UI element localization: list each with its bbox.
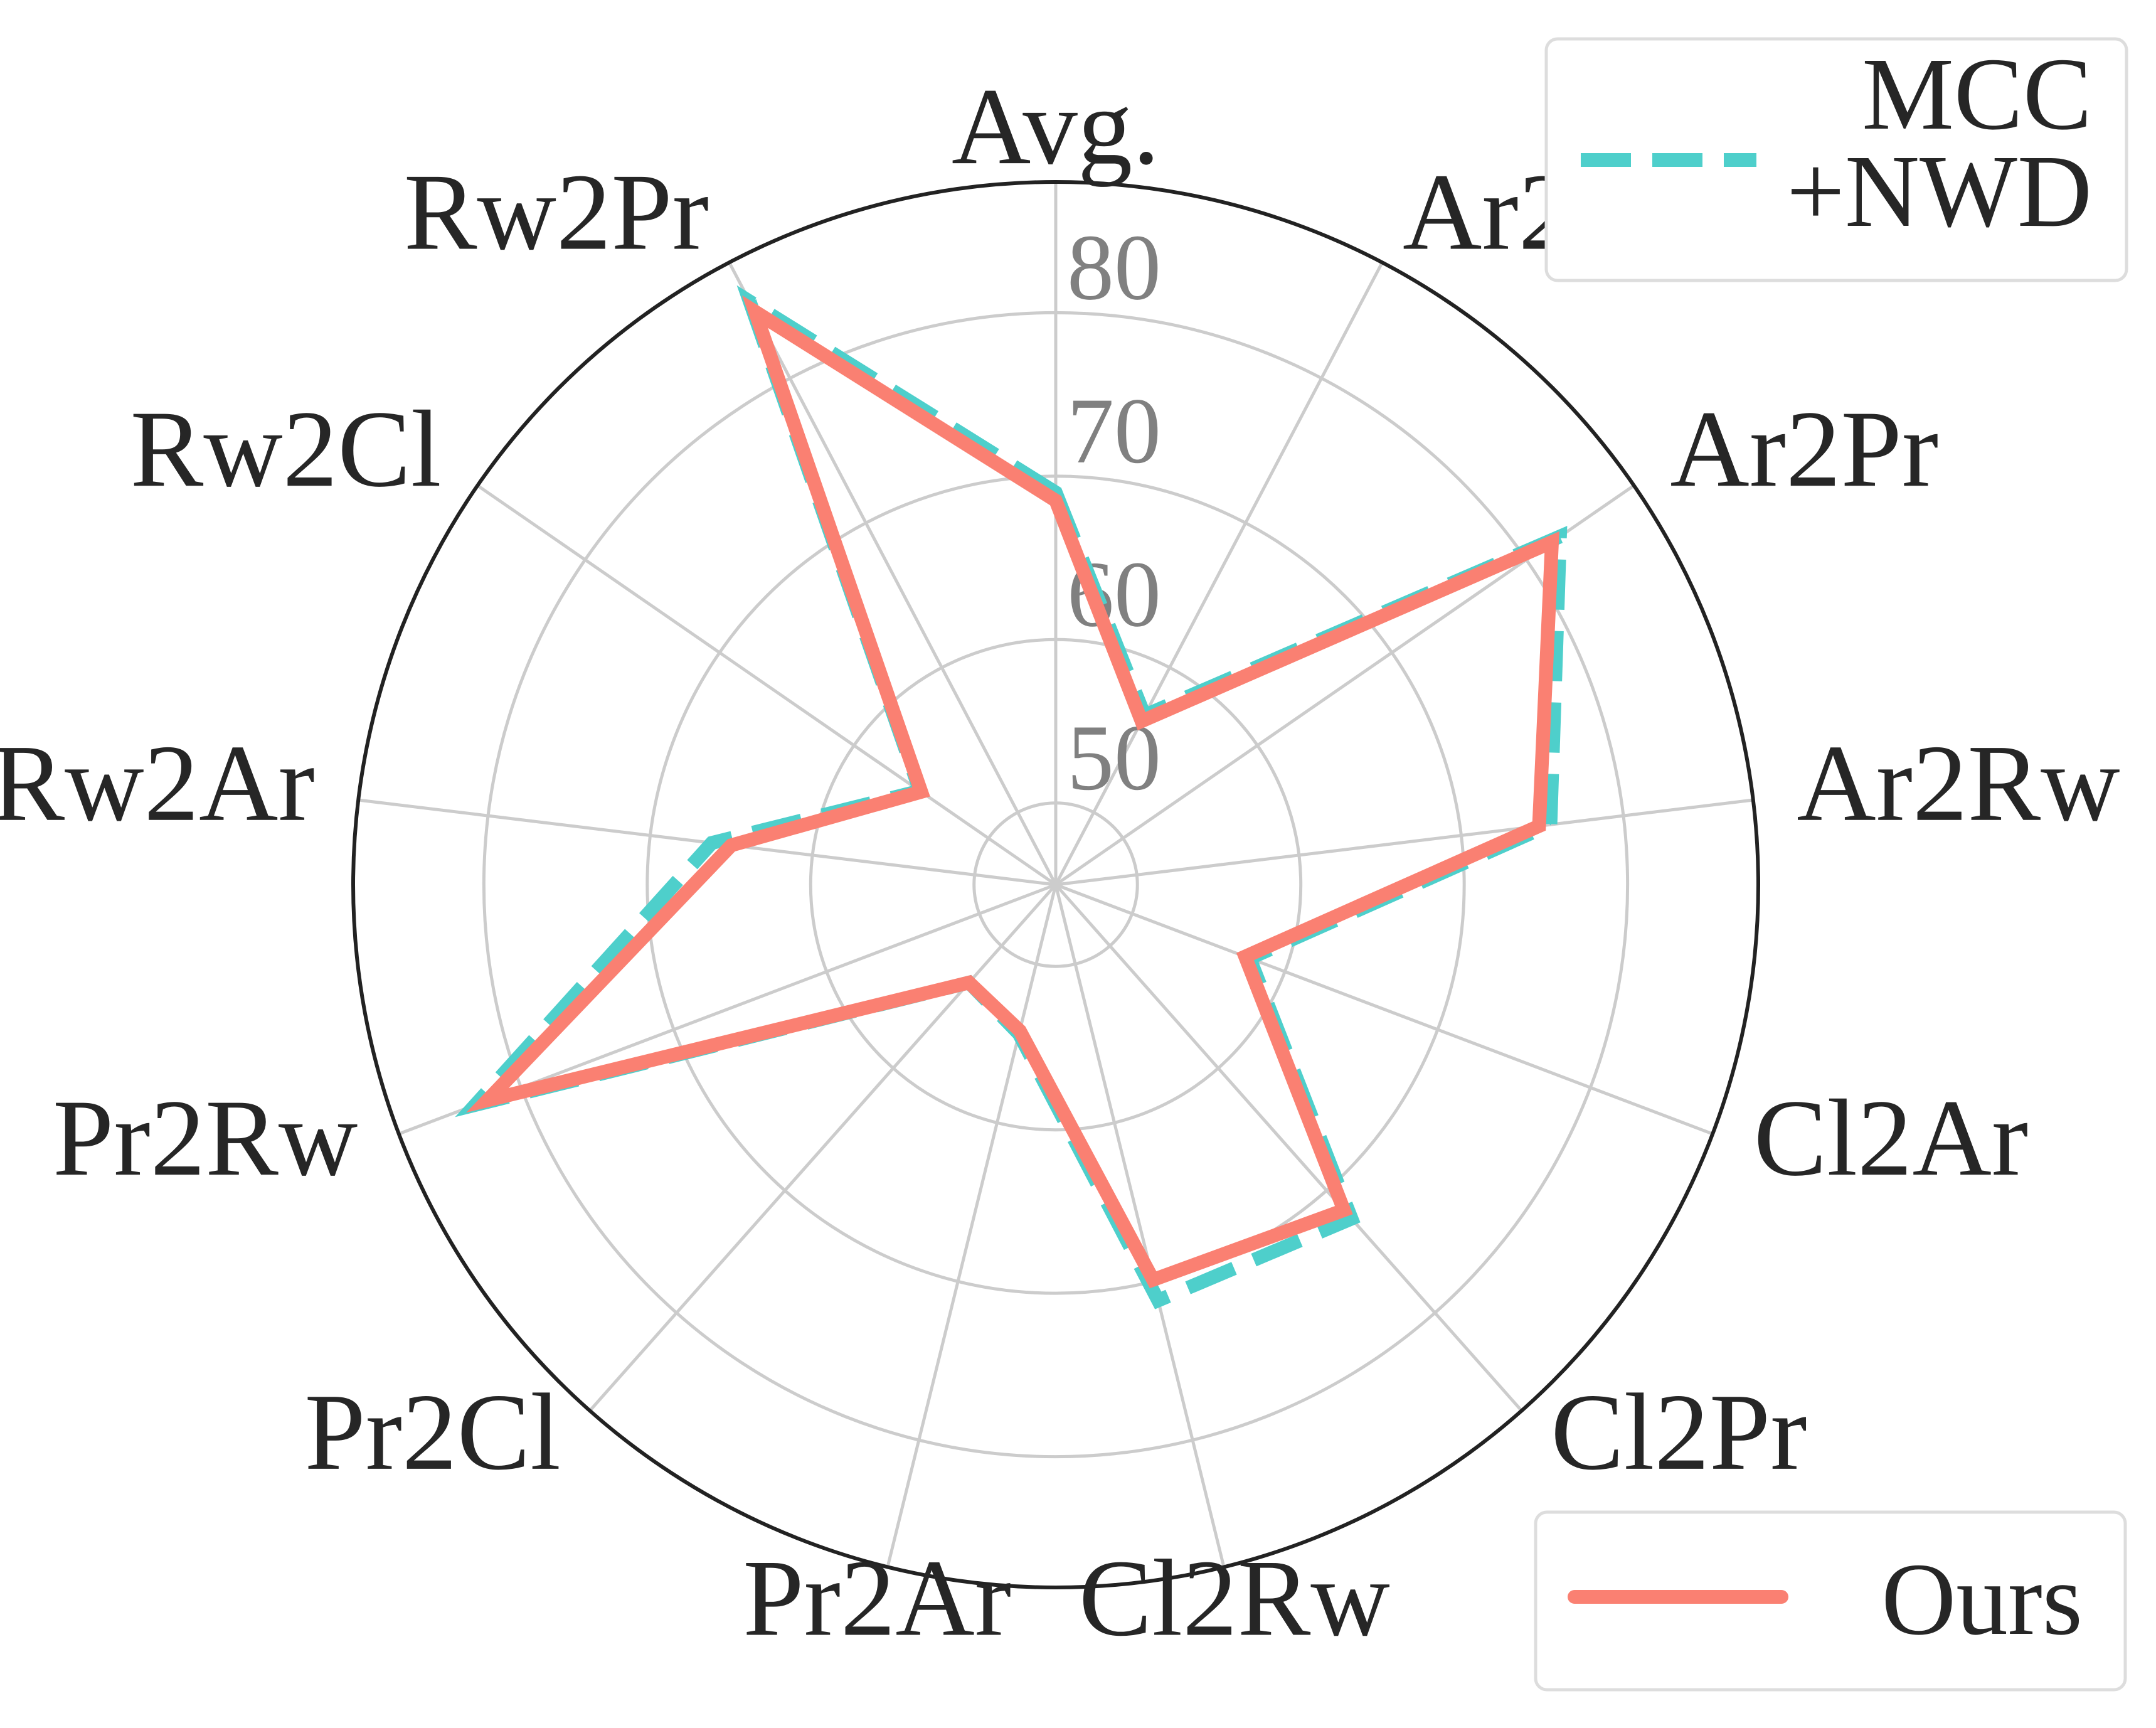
legends: MCC+NWD Ours (1534, 36, 2128, 1692)
series-1-point-12 (754, 311, 756, 312)
legend-box-top (1544, 37, 2128, 282)
category-label: Avg. (952, 65, 1160, 187)
series-1-point-6 (1152, 1279, 1154, 1281)
grid-spoke-3 (1055, 798, 1754, 887)
category-label: Cl2Ar (1754, 1077, 2029, 1198)
series-0-point-5 (1351, 1218, 1352, 1220)
series-0-point-3 (1549, 824, 1551, 826)
radar-grid (351, 180, 1760, 1589)
grid-spoke-11 (476, 484, 1057, 887)
category-label: Pr2Ar (743, 1537, 1011, 1659)
series-1-point-1 (1140, 720, 1142, 722)
category-labels: Avg.Ar2ClAr2PrAr2RwCl2ArCl2PrCl2RwPr2ArP… (0, 65, 2120, 1658)
series-1-point-10 (730, 845, 732, 846)
grid-spoke-7 (886, 884, 1058, 1568)
outer-frame (351, 180, 1760, 1589)
legend-label-top-line: MCC (1862, 36, 2092, 151)
grid-spoke-4 (1055, 883, 1714, 1136)
category-label: Rw2Pr (404, 151, 709, 272)
series-1-point-4 (1245, 956, 1246, 957)
radar-series (455, 285, 1568, 1309)
series-1-point-0 (1055, 499, 1056, 501)
grid-spoke-6 (1054, 884, 1226, 1568)
series-0-point-2 (1559, 536, 1561, 538)
radial-tick-label: 70 (1067, 379, 1161, 483)
series-0-point-10 (711, 842, 713, 844)
legend-label-top-line: +NWD (1787, 134, 2092, 248)
category-label: Cl2Pr (1551, 1371, 1807, 1493)
category-label: Rw2Ar (0, 722, 315, 844)
series-1-point-9 (487, 1099, 488, 1101)
grid-spoke-5 (1054, 883, 1523, 1412)
grid-spoke-1 (1054, 262, 1384, 886)
series-1-point-7 (1019, 1030, 1021, 1032)
series-1-point-5 (1343, 1209, 1345, 1211)
category-label: Rw2Cl (130, 388, 442, 509)
category-label: Ar2Pr (1670, 388, 1938, 509)
series-1-point-2 (1551, 541, 1553, 543)
category-label: Pr2Rw (53, 1077, 358, 1198)
series-1-point-3 (1538, 825, 1540, 827)
series-line-1 (465, 295, 1559, 1289)
legend-label-bottom: Ours (1881, 1542, 2083, 1656)
series-1-point-11 (920, 791, 922, 792)
series-0-point-6 (1157, 1299, 1159, 1301)
category-label: Pr2Cl (304, 1371, 560, 1493)
grid-spoke-12 (728, 262, 1058, 886)
radial-tick-label: 80 (1067, 215, 1161, 319)
grid-spoke-8 (588, 883, 1057, 1412)
category-label: Cl2Rw (1079, 1537, 1390, 1659)
series-line-0 (455, 285, 1568, 1309)
legend-box-bottom (1534, 1510, 2127, 1692)
series-1-point-8 (968, 982, 970, 983)
category-label: Ar2Rw (1797, 722, 2120, 844)
